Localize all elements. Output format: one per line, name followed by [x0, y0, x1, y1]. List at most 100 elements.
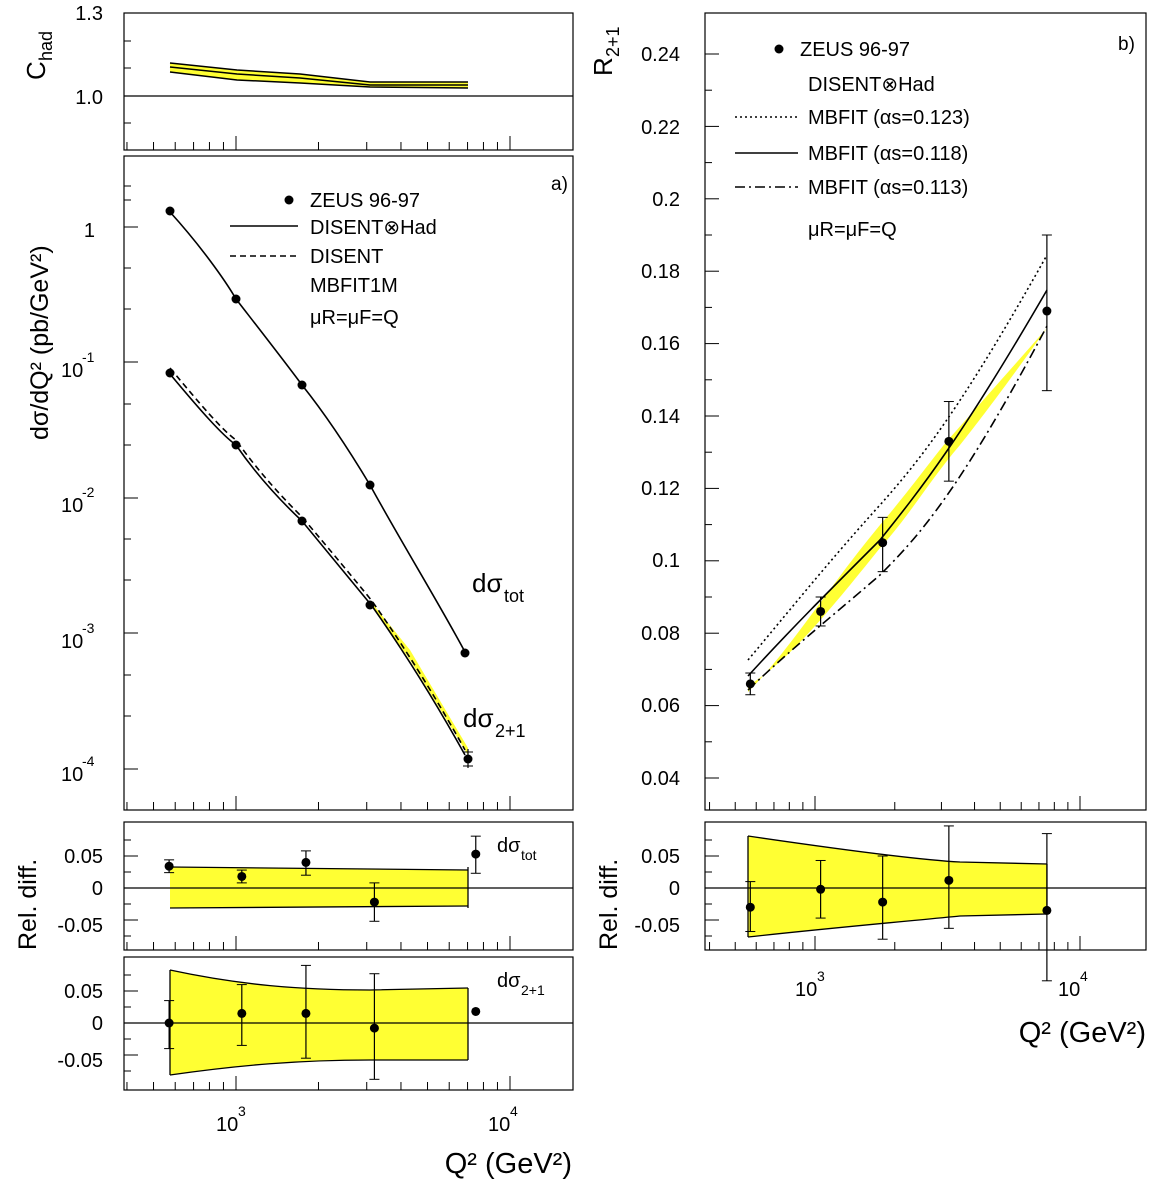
rel21-ytick: -0.05	[57, 1050, 103, 1072]
xtick-10000: 10	[1058, 979, 1080, 1001]
panel-a: a) ZEUS 96-97 DISENT⊗Had DISENT MBFIT1M …	[26, 155, 574, 811]
mbfit-123-curve	[747, 254, 1048, 661]
legend-zeus-marker	[774, 44, 784, 54]
data-point	[944, 875, 954, 885]
legend-mbfit-123: MBFIT (αs=0.123)	[808, 107, 970, 129]
legend-mbfit-118: MBFIT (αs=0.118)	[808, 143, 968, 165]
mbfit-118-curve	[747, 289, 1048, 677]
legend-scale: μR=μF=Q	[310, 307, 399, 329]
data-point	[1042, 306, 1052, 316]
rel21-axis-ticks	[124, 974, 511, 1090]
reltot-ytick: -0.05	[57, 915, 103, 937]
data-point	[369, 1023, 379, 1033]
data-point	[164, 861, 174, 871]
b-ytick: 0.16	[641, 333, 680, 355]
xtick-10000: 10	[488, 1114, 510, 1136]
reltot-axis-ticks	[124, 839, 511, 950]
legend-disent: DISENT	[310, 246, 383, 268]
legend-disent-had: DISENT⊗Had	[310, 217, 437, 239]
rel21-xlabel: Q² (GeV²)	[445, 1148, 572, 1180]
data-point	[301, 1008, 311, 1018]
chad-upper-line	[169, 62, 468, 83]
xtick-1000: 10	[795, 979, 817, 1001]
chad-panel: 1.3 1.0 C had	[21, 3, 574, 151]
data-point	[816, 606, 826, 616]
ytick-exp: -2	[82, 484, 95, 500]
rel21-band-upper	[169, 969, 469, 991]
rel21-label: dσ 2+1	[497, 970, 545, 998]
data-point	[1042, 905, 1052, 915]
curve-label-tot: dσ tot	[472, 568, 524, 606]
relb-ytick: -0.05	[634, 915, 680, 937]
panel-b-frame	[704, 12, 1147, 811]
curve-label-tot-sub: tot	[504, 586, 524, 606]
xtick-1000: 10	[216, 1114, 238, 1136]
xtick-exp: 4	[1080, 968, 1088, 984]
tot-point	[365, 480, 375, 490]
panel-a-yticks: 1 10 -1 10 -2 10 -3 10 -4	[61, 220, 95, 786]
two-jet-point	[297, 516, 307, 526]
data-point	[301, 857, 311, 867]
legend-zeus: ZEUS 96-97	[310, 190, 420, 212]
tot-point	[165, 206, 175, 216]
reltot-band-upper	[169, 866, 469, 871]
reltot-label-text: dσ	[497, 835, 521, 857]
panel-b-points	[745, 234, 1052, 696]
legend-zeus-marker	[284, 195, 294, 205]
ytick-exp: -3	[82, 620, 95, 636]
rel21-xticks: 10 3 10 4	[216, 1103, 518, 1136]
two-jet-point	[231, 440, 241, 450]
relb-xticks: 10 3 10 4	[795, 968, 1088, 1001]
data-point	[816, 884, 826, 894]
ytick-exp: -4	[82, 753, 95, 769]
chad-central-line	[169, 66, 468, 86]
b-ytick: 0.12	[641, 478, 680, 500]
b-ytick: 0.04	[641, 768, 680, 790]
relb-ylabel: Rel. diff.	[595, 859, 623, 950]
panel-b-ylabel: R 2+1	[588, 26, 623, 76]
relb-band-lower	[747, 913, 1048, 938]
panel-a-label: a)	[551, 174, 568, 195]
b-ytick: 0.14	[641, 406, 680, 428]
rel21-band-lower	[169, 1059, 468, 1076]
relb-axis-ticks	[705, 839, 1081, 950]
chad-axis-ticks	[124, 12, 511, 150]
data-point	[164, 1018, 174, 1028]
b-ytick: 0.24	[641, 44, 680, 66]
curve-label-two: dσ 2+1	[463, 703, 526, 741]
tot-point	[297, 380, 307, 390]
data-point	[471, 1006, 481, 1016]
chad-ylabel: C had	[21, 31, 56, 80]
chad-ytick-label: 1.3	[75, 3, 103, 25]
dsigma-21-curve-disent	[169, 367, 466, 751]
ytick-exp: -1	[82, 349, 95, 365]
b-ytick: 0.22	[641, 117, 680, 139]
dsigma-21-curve-had	[169, 373, 466, 756]
reltot-panel: dσ tot 0.05 0 -0.05 Rel. diff.	[14, 821, 574, 951]
tot-point	[460, 648, 470, 658]
data-point	[237, 871, 247, 881]
panel-a-legend: ZEUS 96-97 DISENT⊗Had DISENT MBFIT1M μR=…	[230, 190, 437, 329]
panel-a-axis-ticks	[124, 185, 511, 810]
xtick-exp: 4	[510, 1103, 518, 1119]
panel-b-band	[748, 328, 1047, 692]
legend-mbfit1m: MBFIT1M	[310, 275, 398, 297]
ytick-10-2: 10	[61, 495, 83, 517]
relb-band	[748, 836, 1047, 937]
curve-label-tot-text: dσ	[472, 568, 503, 598]
panel-b-yticks: 0.24 0.22 0.2 0.18 0.16 0.14 0.12 0.1 0.…	[641, 44, 680, 790]
rel21-ytick: 0.05	[64, 981, 103, 1003]
ytick-10-3: 10	[61, 631, 83, 653]
relb-band-upper	[747, 835, 1048, 865]
mbfit-113-curve	[747, 325, 1048, 691]
rel21-ytick: 0	[92, 1013, 103, 1035]
rel21-panel: dσ 2+1 0.05 0 -0.05 10 3 10 4 Q² (GeV²)	[57, 956, 574, 1180]
data-point	[369, 897, 379, 907]
data-point	[237, 1008, 247, 1018]
b-ytick: 0.08	[641, 623, 680, 645]
data-point	[471, 849, 481, 859]
ytick-10-4: 10	[61, 764, 83, 786]
b-ytick: 0.06	[641, 695, 680, 717]
b-ytick: 0.1	[652, 550, 680, 572]
relb-ytick: 0.05	[641, 846, 680, 868]
